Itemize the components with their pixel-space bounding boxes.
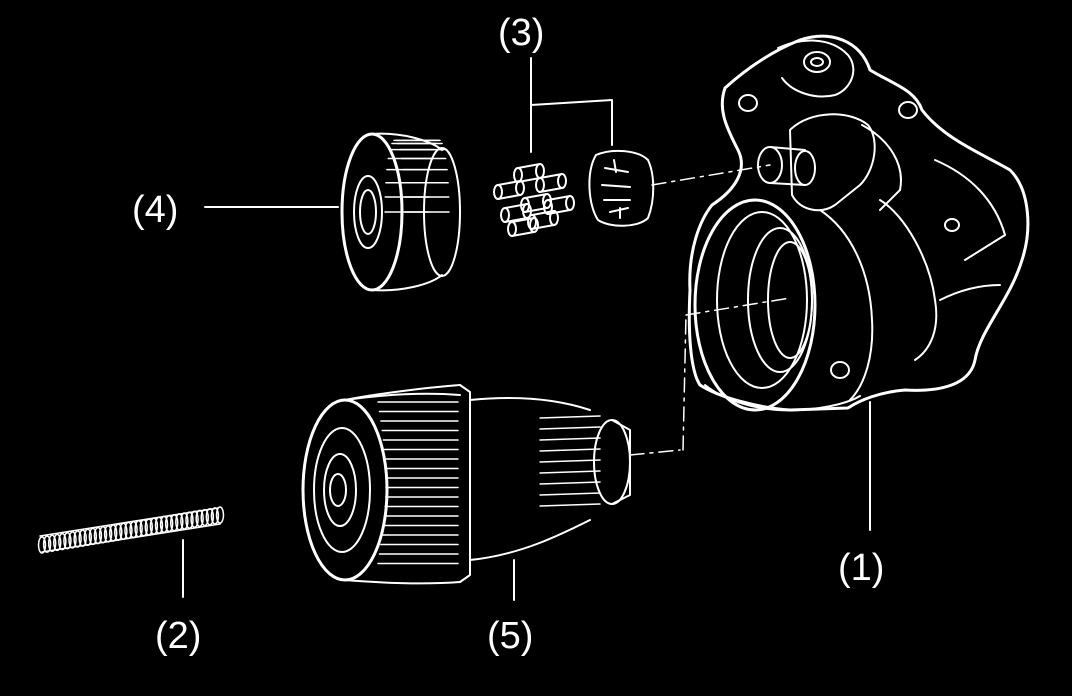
roller bbox=[504, 203, 528, 223]
pinion-tooth bbox=[539, 448, 601, 452]
housing-part bbox=[687, 34, 1030, 412]
spring-coil bbox=[42, 535, 52, 553]
callout-4: (4) bbox=[132, 189, 178, 231]
roller-end bbox=[513, 167, 523, 183]
pinion-tooth bbox=[539, 437, 601, 441]
pinion-tooth bbox=[539, 459, 601, 463]
clutch-assembly-part bbox=[301, 297, 791, 585]
roller-end bbox=[529, 217, 539, 233]
spring-coil bbox=[53, 533, 62, 552]
spring-coil bbox=[47, 534, 57, 553]
gear-body bbox=[371, 132, 443, 292]
idler-gear-part bbox=[340, 132, 461, 292]
roller-end bbox=[535, 177, 545, 193]
roller-end bbox=[535, 163, 545, 179]
pinion-tooth bbox=[539, 503, 601, 507]
spring-coil bbox=[215, 506, 225, 524]
callout-5: (5) bbox=[487, 615, 533, 657]
spring-coil bbox=[37, 536, 47, 554]
callout-3: (3) bbox=[498, 12, 544, 54]
roller-end bbox=[520, 197, 530, 213]
spring-outline bbox=[39, 507, 221, 553]
roller-end bbox=[515, 180, 525, 196]
roller bbox=[539, 173, 563, 193]
pinion-tooth bbox=[539, 426, 601, 430]
pinion-tooth bbox=[539, 415, 601, 419]
roller-end bbox=[543, 199, 553, 215]
pinion-tooth bbox=[539, 492, 601, 496]
roller bbox=[531, 210, 555, 230]
spring-coil bbox=[58, 532, 67, 551]
pinion-tooth bbox=[539, 481, 601, 485]
pinion-tooth bbox=[539, 470, 601, 474]
roller-end bbox=[549, 210, 559, 226]
roller bbox=[517, 163, 541, 183]
roller-end bbox=[565, 195, 575, 211]
roller-end bbox=[557, 173, 567, 189]
roller-set-part bbox=[493, 57, 771, 237]
roller bbox=[511, 217, 535, 237]
callout-1: (1) bbox=[838, 547, 884, 589]
roller-end bbox=[493, 184, 503, 200]
roller-end bbox=[500, 207, 510, 223]
roller-end bbox=[507, 221, 517, 237]
spring-part bbox=[37, 506, 225, 554]
roller-end bbox=[527, 214, 537, 230]
callout-2: (2) bbox=[155, 615, 201, 657]
